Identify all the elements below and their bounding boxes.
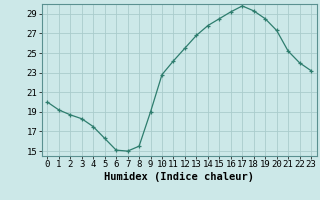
X-axis label: Humidex (Indice chaleur): Humidex (Indice chaleur) [104, 172, 254, 182]
